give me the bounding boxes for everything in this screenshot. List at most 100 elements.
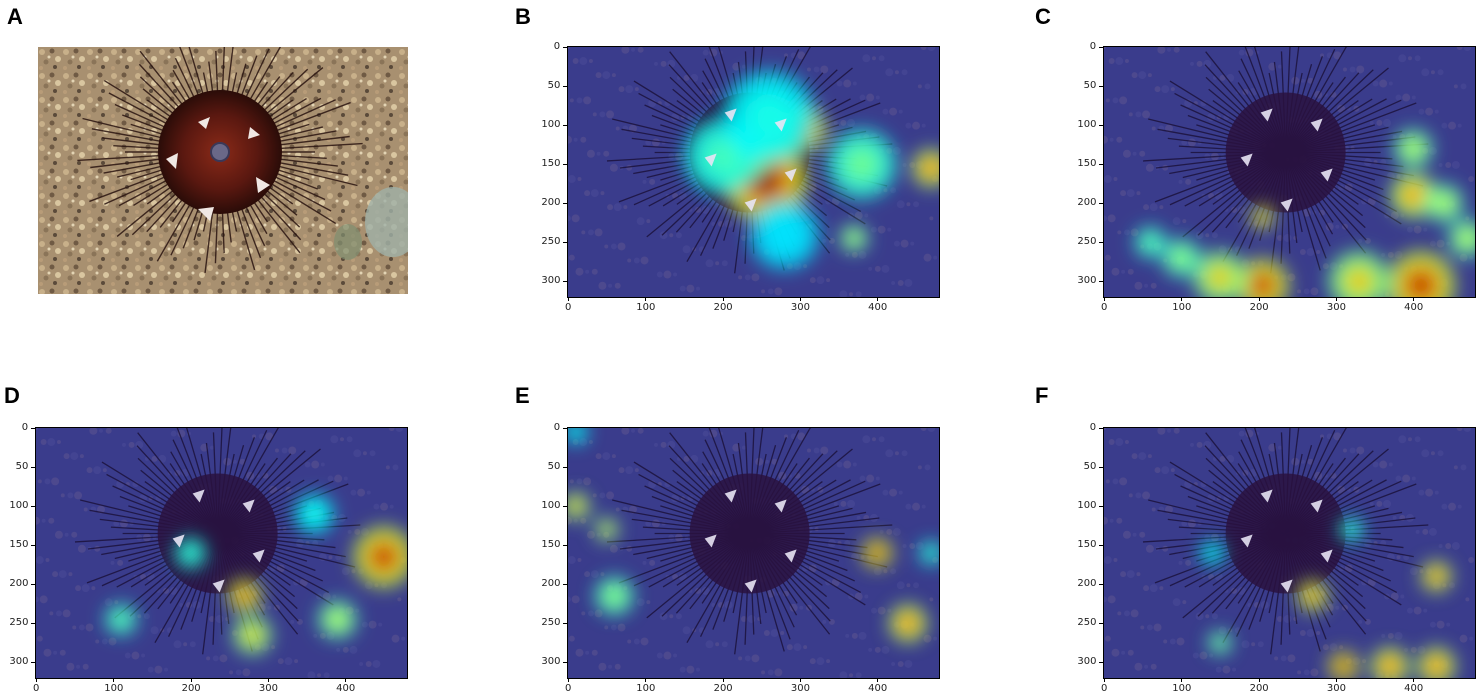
texture-dot — [774, 287, 783, 296]
texture-dot — [571, 595, 580, 604]
texture-dot — [580, 517, 587, 524]
texture-dot — [917, 84, 922, 89]
texture-dot — [1214, 572, 1223, 581]
texture-dot — [1128, 112, 1133, 117]
x-tick-mark — [645, 678, 647, 682]
y-tick-label: 250 — [541, 236, 561, 248]
y-tick-mark — [1099, 467, 1103, 469]
hotspot — [707, 140, 739, 172]
texture-dot — [1136, 572, 1141, 577]
texture-dot — [625, 85, 634, 94]
texture-dot — [568, 556, 576, 565]
texture-dot — [1434, 490, 1439, 495]
texture-dot — [1145, 544, 1154, 553]
axes-frame — [567, 46, 940, 298]
texture-dot — [1147, 73, 1152, 78]
texture-dot — [898, 109, 903, 114]
texture-dot — [653, 442, 658, 447]
texture-dot — [839, 290, 848, 297]
texture-dot — [53, 650, 58, 655]
texture-dot — [274, 448, 279, 453]
y-tick-mark — [31, 467, 35, 469]
y-tick-label: 300 — [1077, 275, 1097, 287]
texture-dot — [89, 428, 98, 435]
texture-dot — [591, 268, 598, 275]
texture-dot — [1320, 434, 1325, 439]
texture-dot — [1223, 495, 1230, 502]
texture-dot — [606, 110, 615, 119]
texture-dot — [1364, 237, 1371, 244]
texture-dot — [223, 457, 232, 466]
hotspot — [606, 588, 623, 604]
texture-dot — [585, 269, 590, 274]
texture-dot — [1154, 86, 1161, 93]
texture-dot — [602, 71, 611, 80]
texture-dot — [627, 258, 632, 263]
hotspot — [1428, 658, 1445, 675]
texture-dot — [1209, 653, 1214, 658]
urchin-marker — [1240, 153, 1253, 167]
hotspots — [1134, 129, 1475, 297]
texture-dot — [1117, 230, 1122, 235]
hotspot — [1436, 195, 1452, 211]
texture-dot — [39, 595, 48, 604]
texture-dot — [1415, 529, 1420, 534]
texture-dot — [339, 437, 344, 442]
texture-dot — [877, 606, 886, 615]
heatmap-panel-b — [568, 47, 939, 297]
texture-dot — [58, 570, 67, 579]
texture-dot — [1381, 252, 1386, 257]
texture-dot — [636, 217, 645, 226]
texture-dot — [696, 286, 701, 291]
texture-dot — [1231, 587, 1238, 594]
y-tick-label: 50 — [1083, 461, 1097, 473]
texture-dot — [839, 671, 848, 678]
texture-dot — [887, 227, 892, 232]
texture-dot — [48, 517, 55, 524]
texture-dot — [686, 665, 695, 674]
texture-dot — [568, 175, 576, 184]
y-tick-label: 50 — [15, 461, 29, 473]
x-tick-mark — [799, 678, 801, 682]
x-tick-label: 300 — [790, 683, 810, 694]
texture-dot — [284, 657, 293, 666]
texture-dot — [686, 284, 695, 293]
texture-dot — [101, 638, 108, 645]
texture-dot — [1222, 665, 1231, 674]
texture-dot — [1411, 476, 1416, 481]
texture-dot — [852, 81, 857, 86]
texture-dot — [763, 630, 770, 637]
urchin-marker — [1320, 549, 1333, 563]
texture-dot — [923, 253, 932, 262]
texture-dot — [1143, 204, 1150, 211]
texture-dot — [583, 477, 592, 486]
texture-dot — [1104, 556, 1112, 565]
texture-dot — [1316, 250, 1321, 255]
texture-dot — [1392, 515, 1397, 520]
texture-dot — [121, 442, 126, 447]
texture-dot — [1159, 586, 1164, 591]
texture-dot — [170, 430, 177, 437]
texture-dot — [1127, 649, 1134, 656]
hotspots — [568, 428, 939, 643]
hotspot — [1306, 589, 1319, 603]
texture-dot — [891, 280, 896, 285]
texture-dot — [1409, 567, 1418, 576]
urchin-marker — [1310, 499, 1323, 513]
texture-dot — [866, 93, 875, 102]
texture-dot — [1105, 479, 1110, 484]
texture-dot — [378, 622, 383, 627]
hotspot — [1403, 186, 1423, 205]
texture-dot — [933, 255, 938, 260]
texture-dot — [592, 493, 597, 498]
texture-dot — [851, 632, 858, 639]
texture-dot — [91, 586, 96, 591]
texture-dot — [76, 664, 81, 669]
texture-dot — [828, 618, 835, 625]
texture-dot — [634, 87, 639, 92]
texture-dot — [1429, 621, 1436, 628]
texture-dot — [847, 118, 856, 127]
texture-dot — [905, 122, 912, 129]
texture-dot — [1104, 428, 1106, 430]
texture-dot — [108, 637, 117, 646]
